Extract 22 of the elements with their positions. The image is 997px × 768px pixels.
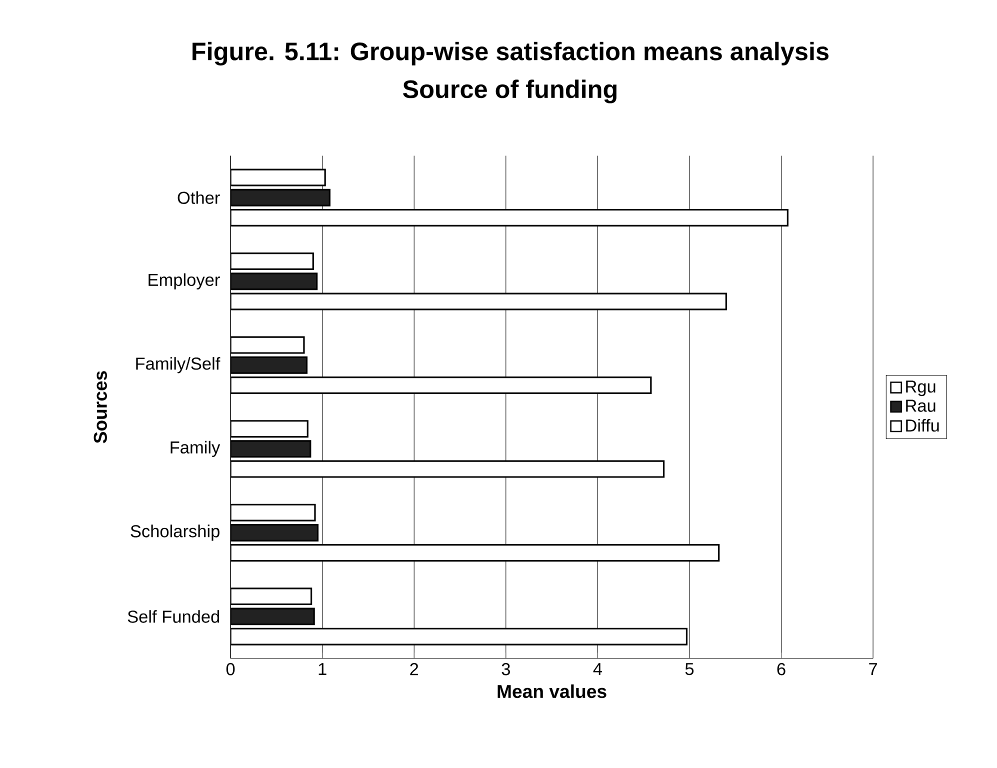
text: Rgu — [906, 380, 936, 396]
y-tick-label: Scholarship — [130, 524, 220, 541]
x-tick-label: 5 — [685, 663, 694, 676]
bar — [230, 188, 330, 206]
x-tick-label: 4 — [593, 663, 602, 675]
x-tick-label: 3 — [502, 663, 510, 676]
y-tick-label: Family/Self — [136, 357, 220, 374]
y-tick-label: Self Funded — [128, 610, 220, 623]
y-tick-label: Other — [178, 191, 220, 204]
chart-title: Figure. 5.11: Group-wise satisfaction means analysis — [192, 42, 828, 66]
y-tick-label: Employer — [148, 273, 220, 290]
legend-label: Rau — [906, 400, 936, 412]
chart-subtitle: Source of funding — [403, 80, 616, 104]
y-axis-title: Sources — [94, 371, 107, 444]
text: Diffu — [906, 418, 939, 432]
x-tick-label: 1 — [318, 663, 326, 675]
x-tick-label: 7 — [869, 663, 877, 675]
x-tick-label: 0 — [226, 663, 235, 676]
x-axis-title: Mean values — [498, 684, 606, 698]
y-tick-label: Family — [170, 440, 220, 457]
x-tick-label: 6 — [777, 663, 786, 676]
x-tick-label: 2 — [410, 663, 418, 676]
